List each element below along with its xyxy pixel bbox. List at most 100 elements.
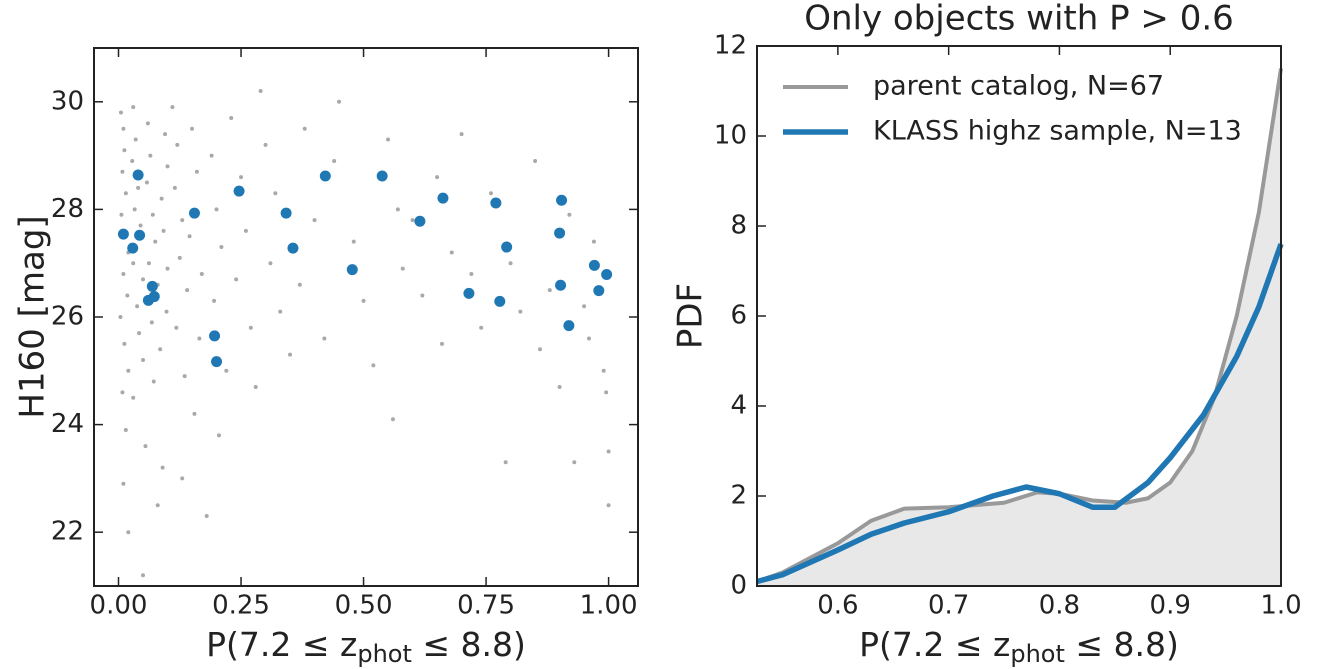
area [757, 68, 1281, 586]
x-axis-label-sub: phot [1010, 640, 1065, 668]
scatter-point [164, 309, 169, 314]
scatter-point [604, 390, 609, 395]
scatter-point [136, 185, 141, 190]
scatter-point [146, 261, 151, 266]
scatter-point [219, 245, 224, 250]
scatter-point [127, 242, 139, 254]
scatter-point [121, 271, 126, 276]
scatter-point [376, 170, 388, 182]
scatter-point [141, 277, 146, 282]
scatter-point [400, 266, 405, 271]
scatter-point [501, 241, 513, 253]
scatter-point [420, 293, 425, 298]
y-axis-label: PDF [671, 283, 711, 349]
scatter-point [121, 481, 126, 486]
scatter-point [122, 148, 127, 153]
scatter-point [332, 158, 337, 163]
scatter-point [170, 105, 175, 110]
scatter-point [188, 207, 200, 219]
scatter-point [395, 207, 400, 212]
x-axis-label-part: P(7.2 ≤ z [206, 625, 357, 664]
scatter-point [150, 212, 155, 217]
scatter-point [268, 261, 273, 266]
y-tick-label: 30 [51, 86, 84, 116]
scatter-point [591, 239, 596, 244]
scatter-point [126, 530, 131, 535]
scatter-point [165, 164, 170, 169]
scatter-point [556, 194, 568, 206]
scatter-point [151, 379, 156, 384]
scatter-point [567, 212, 572, 217]
y-tick-label: 6 [730, 301, 747, 331]
scatter-point [132, 169, 144, 181]
y-tick-label: 2 [730, 481, 747, 511]
y-axis-label: H160 [mag] [13, 215, 53, 418]
scatter-point [437, 192, 449, 204]
scatter-point [130, 158, 135, 163]
scatter-point [280, 207, 292, 219]
scatter-point [508, 261, 513, 266]
legend-label: KLASS highz sample, N=13 [873, 116, 1242, 147]
scatter-point [253, 384, 258, 389]
x-tick-label: 0.25 [212, 591, 270, 621]
scatter-point [209, 330, 221, 342]
scatter-point [572, 460, 577, 465]
line [756, 243, 1284, 585]
scatter-point [216, 433, 221, 438]
y-tick-label: 8 [730, 211, 747, 241]
y-tick-label: 0 [730, 571, 747, 601]
x-axis-label-part: ≤ 8.8) [1065, 625, 1179, 664]
scatter-point [319, 170, 331, 182]
x-tick-label: 1.0 [1260, 591, 1301, 621]
y-tick-label: 22 [51, 517, 84, 547]
scatter-point [134, 229, 146, 241]
scatter-point [117, 228, 129, 240]
scatter-point [288, 352, 293, 357]
scatter-point [190, 126, 195, 131]
x-axis-label: P(7.2 ≤ zphot ≤ 8.8) [206, 625, 526, 669]
scatter-point [214, 207, 219, 212]
scatter-point [185, 288, 190, 293]
y-tick-label: 4 [730, 391, 747, 421]
scatter-point [346, 264, 358, 276]
scatter-point [243, 228, 248, 233]
scatter-point [159, 196, 164, 201]
scatter-point [463, 287, 475, 299]
scatter-point [239, 175, 244, 180]
scatter-point [209, 153, 214, 158]
scatter-point [149, 320, 154, 325]
scatter-point [588, 259, 600, 271]
scatter-point [121, 126, 126, 131]
scatter-point [155, 503, 160, 508]
scatter-point [148, 291, 160, 303]
x-tick-label: 0.9 [1150, 591, 1191, 621]
scatter-point [172, 185, 177, 190]
scatter-point [141, 573, 146, 578]
scatter-point [138, 223, 143, 228]
scatter-point [199, 271, 204, 276]
scatter-point [197, 336, 202, 341]
x-tick-label: 1.00 [580, 591, 638, 621]
x-tick-label: 0.7 [928, 591, 969, 621]
scatter-point [533, 158, 538, 163]
scatter-point [182, 374, 187, 379]
y-tick-label: 28 [51, 194, 84, 224]
scatter-point [131, 105, 136, 110]
scatter-point [287, 242, 299, 254]
scatter-point [488, 191, 493, 196]
scatter-point [459, 132, 464, 137]
scatter-point [469, 271, 474, 276]
scatter-point [537, 347, 542, 352]
scatter-point [163, 132, 168, 137]
scatter-point [144, 180, 149, 185]
scatter-point [518, 309, 523, 314]
scatter-point [177, 255, 182, 260]
scatter-point [479, 325, 484, 330]
scatter-point [194, 169, 199, 174]
x-tick-label: 0.50 [335, 591, 393, 621]
scatter-point [131, 261, 136, 266]
scatter-point [555, 279, 567, 291]
scatter-point [145, 121, 150, 126]
scatter-point [248, 325, 253, 330]
scatter-point [224, 368, 229, 373]
